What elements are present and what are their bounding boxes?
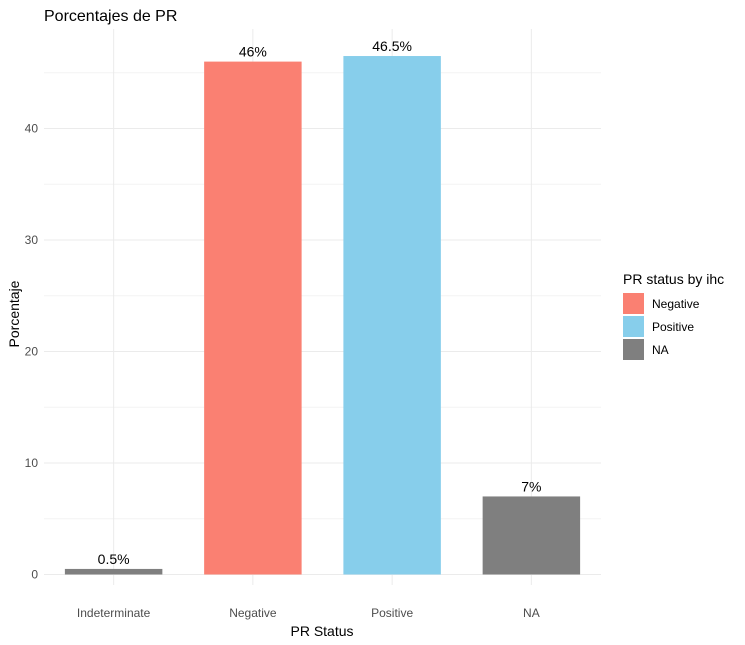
bar-indeterminate: [64, 568, 163, 575]
legend-label: Positive: [652, 320, 694, 334]
legend-swatch: [623, 339, 644, 360]
x-tick-label: NA: [523, 606, 540, 620]
x-axis-title: PR Status: [290, 623, 353, 639]
legend-title: PR status by ihc: [623, 271, 724, 287]
data-label: 7%: [521, 478, 541, 494]
y-tick-label: 30: [25, 233, 39, 247]
x-tick-label: Negative: [229, 606, 277, 620]
chart-title: Porcentajes de PR: [44, 8, 177, 25]
legend-label: Negative: [652, 297, 700, 311]
bar-negative: [204, 61, 302, 575]
y-axis-ticks: 0 10 20 30 40: [25, 122, 39, 582]
y-tick-label: 10: [25, 456, 39, 470]
legend-swatch: [623, 316, 644, 337]
y-tick-label: 40: [25, 122, 39, 136]
legend-swatch: [623, 293, 644, 314]
bars: [64, 56, 581, 575]
data-label: 46.5%: [372, 38, 412, 54]
data-label: 46%: [239, 44, 267, 60]
x-tick-label: Indeterminate: [77, 606, 151, 620]
x-tick-label: Positive: [371, 606, 413, 620]
data-labels: 0.5% 46% 46.5% 7%: [98, 38, 542, 567]
legend-label: NA: [652, 343, 669, 357]
bar-positive: [343, 56, 441, 575]
y-tick-label: 0: [31, 568, 38, 582]
y-tick-label: 20: [25, 345, 39, 359]
legend: PR status by ihc Negative Positive NA: [623, 271, 724, 360]
bar-na: [482, 496, 581, 575]
legend-items: Negative Positive NA: [623, 293, 700, 360]
data-label: 0.5%: [98, 551, 130, 567]
x-axis-ticks: Indeterminate Negative Positive NA: [77, 606, 540, 620]
y-axis-title: Porcentaje: [6, 280, 22, 347]
